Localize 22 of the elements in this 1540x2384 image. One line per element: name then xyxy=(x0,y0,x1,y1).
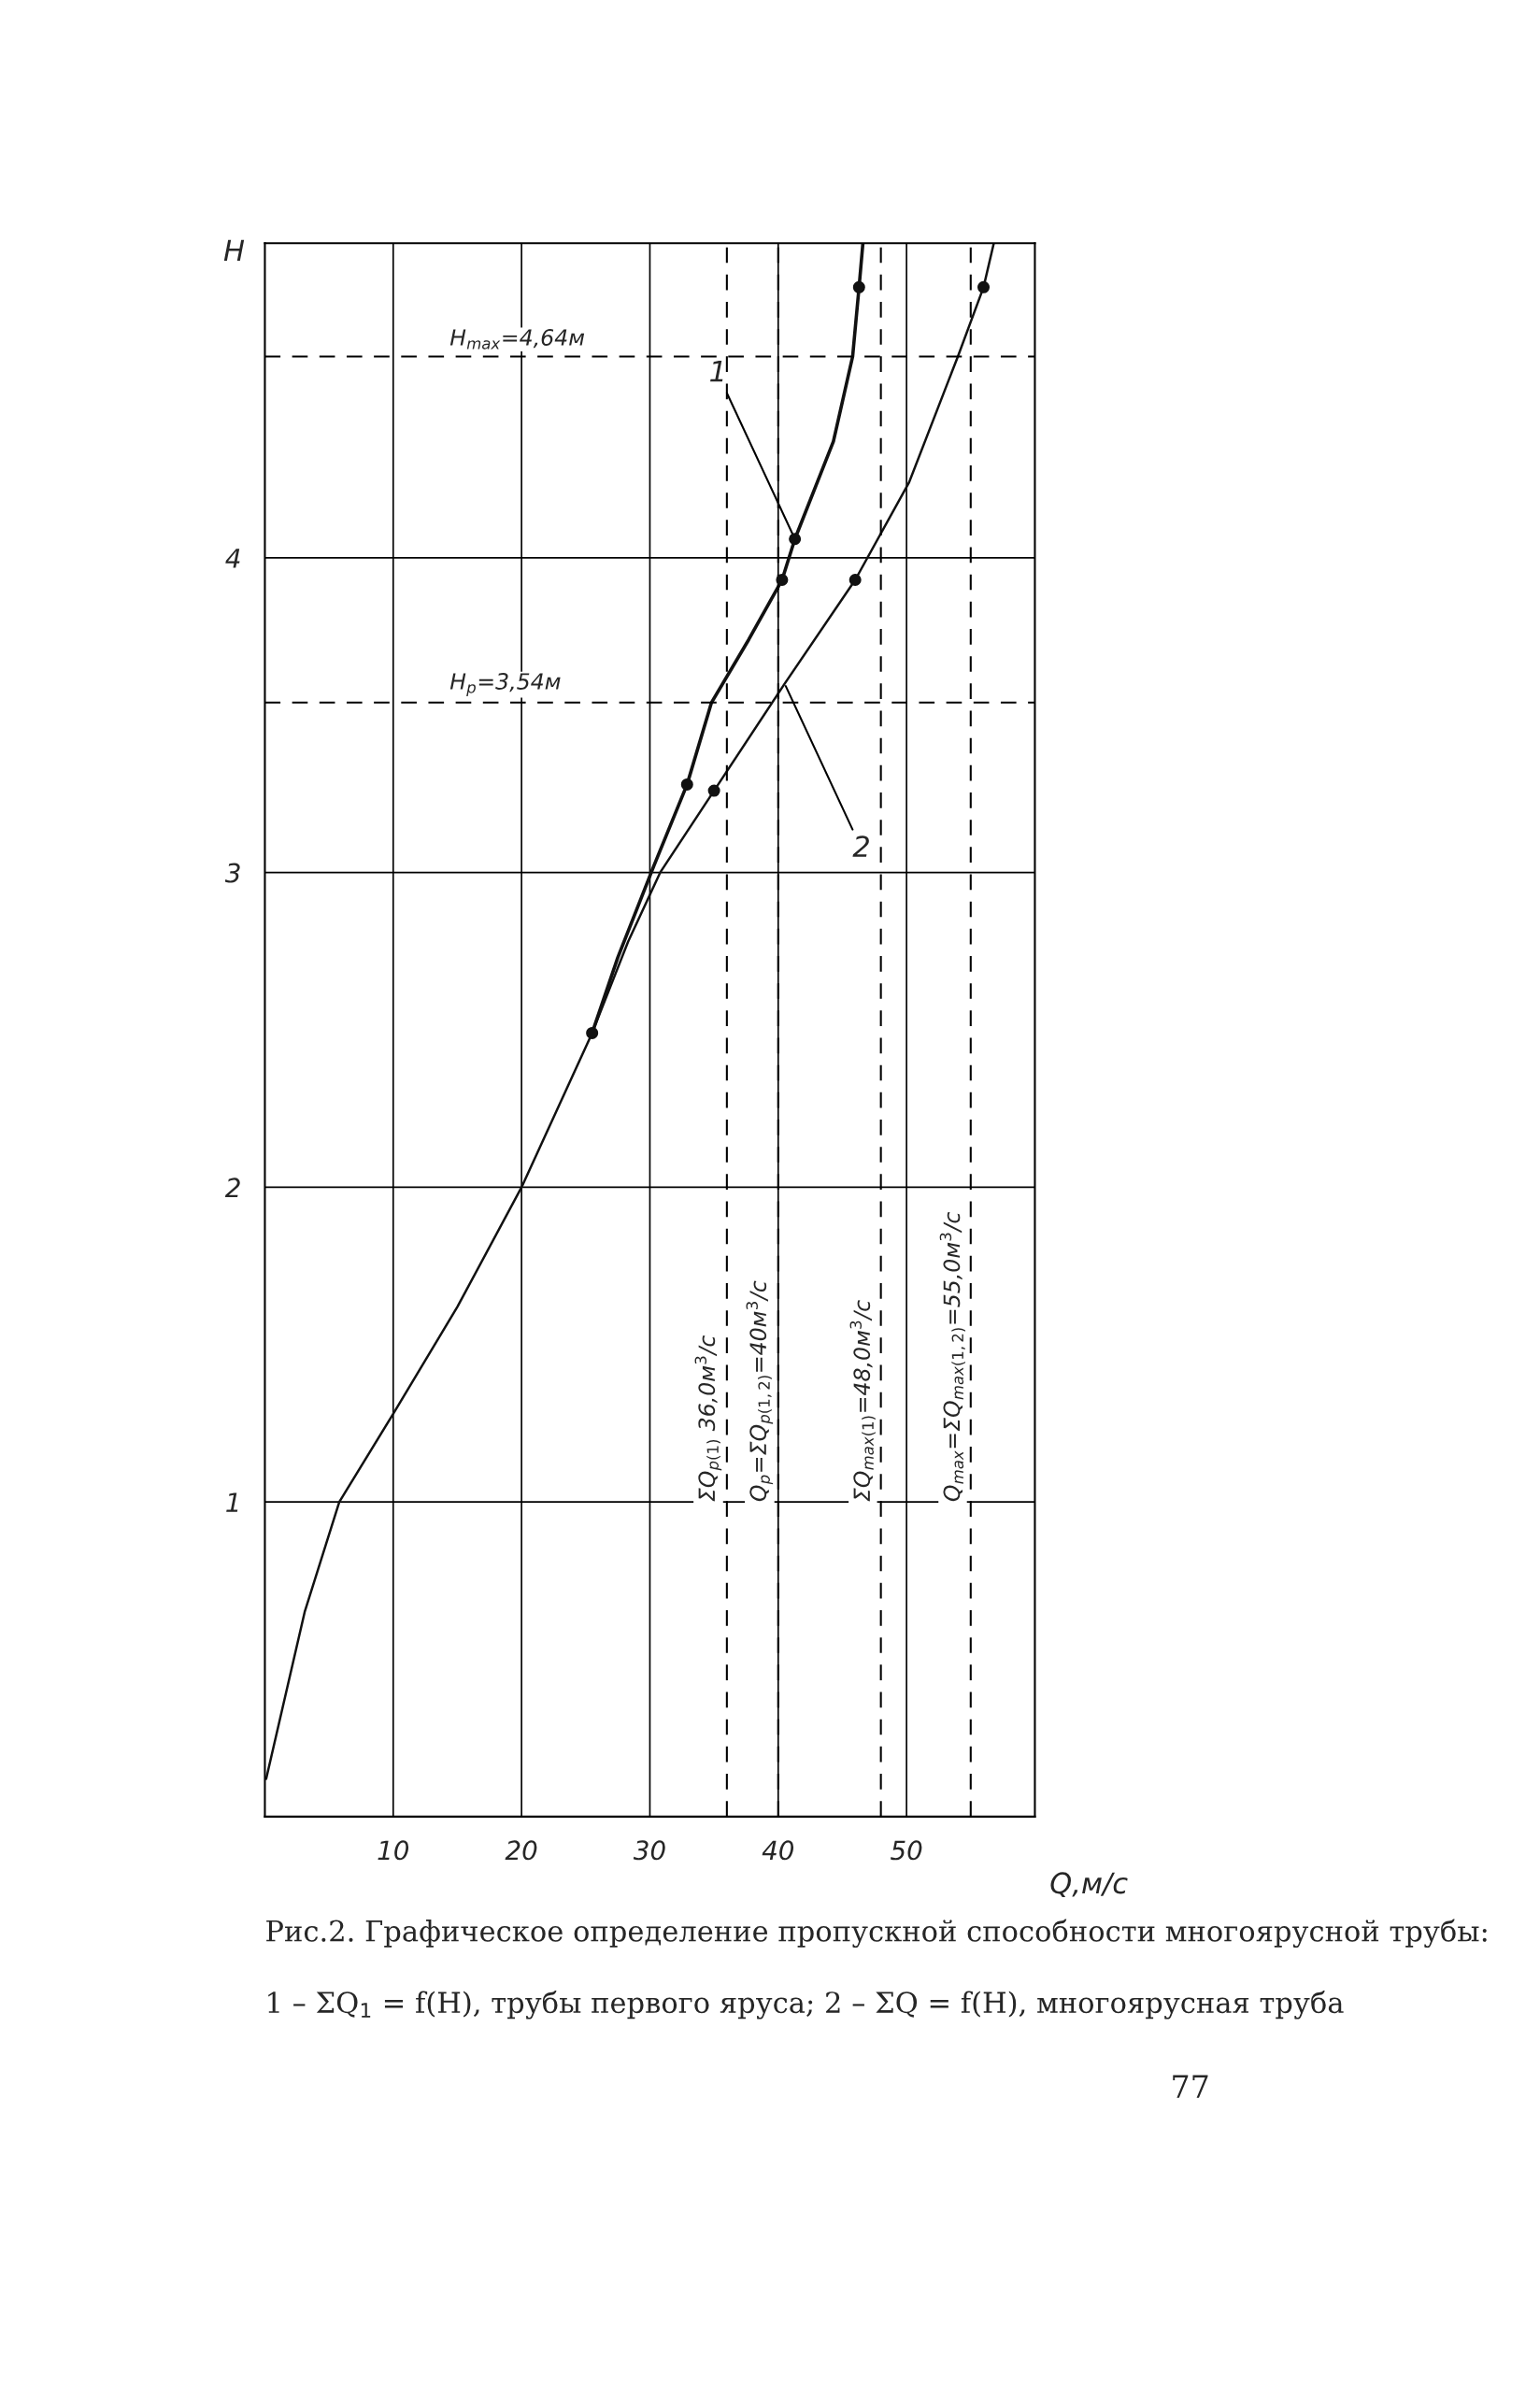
ref-line-label: ΣQ$_{max(1)}$=48,0м$^{3}$/с xyxy=(849,1300,876,1502)
ref-line-label: H$_{max}$=4,64м xyxy=(449,329,585,350)
x-tick-label: 20 xyxy=(505,1840,537,1861)
ref-line-label: Q$_{max}$=ΣQ$_{max(1,2)}$=55,0м$^{3}$/с xyxy=(939,1211,966,1502)
annotation: 2 xyxy=(852,835,869,857)
ref-line-label: H$_{р}$=3,54м xyxy=(449,673,561,696)
x-axis-title: Q,м/с xyxy=(1050,1872,1128,1897)
x-tick-label: 10 xyxy=(378,1840,409,1861)
text: Рис.2. Графическое определение пропускной способности многоярусной трубы: xyxy=(266,1919,1487,1949)
y-tick-label: 1 xyxy=(226,1492,238,1512)
text: 1 – ΣQ$_{1}$ = f(H), трубы первого яруса; 2 – ΣQ = f(H), многоярусная труба xyxy=(268,1991,1344,2020)
y-tick-label: 3 xyxy=(224,863,240,883)
y-tick-label: 2 xyxy=(224,1178,240,1197)
y-axis-title: H xyxy=(223,239,245,262)
x-tick-label: 30 xyxy=(633,1840,665,1861)
ref-line-label: Q$_{р}$=ΣQ$_{р(1,2)}$=40м$^{3}$/с xyxy=(746,1280,774,1502)
annotation: 1 xyxy=(710,361,723,382)
y-tick-label: 4 xyxy=(225,549,240,568)
text: 77 xyxy=(1173,2075,1208,2098)
x-tick-label: 50 xyxy=(891,1840,922,1861)
ref-line-label: ΣQ$_{р(1)}$ 36,0м$^{3}$/с xyxy=(694,1335,722,1502)
x-tick-label: 40 xyxy=(762,1840,794,1861)
